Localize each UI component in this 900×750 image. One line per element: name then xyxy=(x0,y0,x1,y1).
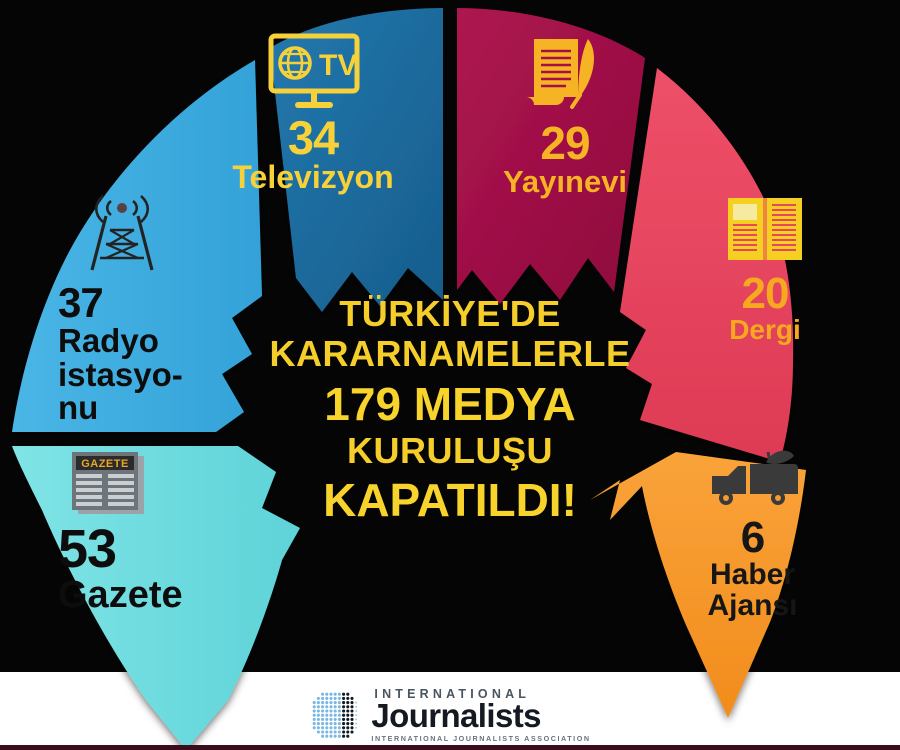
segment-radyo[interactable] xyxy=(12,60,262,432)
logo-text-block: INTERNATIONAL Journalists INTERNATIONAL … xyxy=(371,688,590,742)
halftone-dots-icon xyxy=(313,692,358,738)
segment-haber-ajansi[interactable] xyxy=(590,452,806,718)
logo-main-word: Journalists xyxy=(371,697,541,735)
logo-tagline: INTERNATIONAL JOURNALISTS ASSOCIATION xyxy=(371,733,591,743)
organization-logo: INTERNATIONAL Journalists INTERNATIONAL … xyxy=(0,688,900,742)
segment-yayinevi[interactable] xyxy=(457,8,645,304)
segment-televizyon[interactable] xyxy=(270,8,443,312)
segment-dergi[interactable] xyxy=(620,68,794,462)
logo-top-word: INTERNATIONAL xyxy=(374,686,531,701)
segment-gazete[interactable] xyxy=(12,446,300,750)
footer-rule xyxy=(0,745,900,750)
